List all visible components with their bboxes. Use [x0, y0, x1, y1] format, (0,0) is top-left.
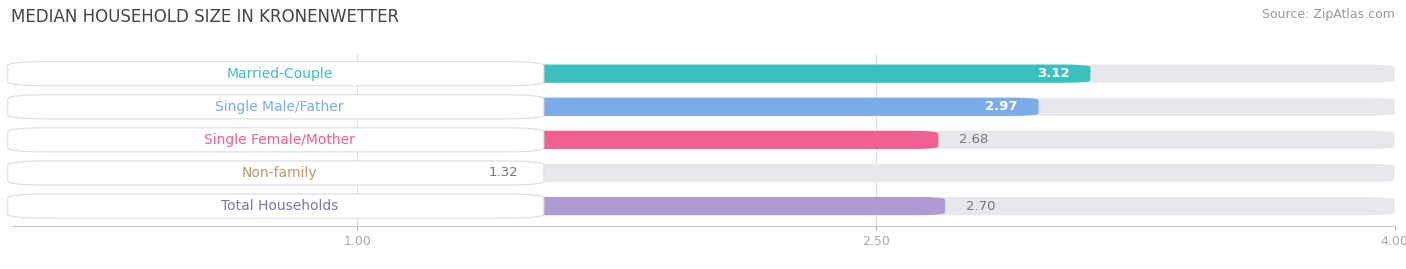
FancyBboxPatch shape: [8, 62, 544, 86]
Text: Single Female/Mother: Single Female/Mother: [204, 133, 354, 147]
FancyBboxPatch shape: [8, 194, 544, 218]
Text: 2.97: 2.97: [986, 100, 1018, 113]
FancyBboxPatch shape: [8, 95, 544, 119]
FancyBboxPatch shape: [11, 98, 1039, 116]
FancyBboxPatch shape: [11, 164, 1395, 182]
FancyBboxPatch shape: [11, 131, 938, 149]
Text: 2.70: 2.70: [966, 200, 995, 213]
FancyBboxPatch shape: [8, 161, 544, 185]
Text: Non-family: Non-family: [242, 166, 318, 180]
Text: Single Male/Father: Single Male/Father: [215, 100, 343, 114]
FancyBboxPatch shape: [11, 164, 468, 182]
FancyBboxPatch shape: [11, 98, 1395, 116]
FancyBboxPatch shape: [11, 65, 1091, 83]
Text: 1.32: 1.32: [488, 167, 519, 179]
Text: Married-Couple: Married-Couple: [226, 67, 332, 81]
FancyBboxPatch shape: [8, 128, 544, 152]
Text: Total Households: Total Households: [221, 199, 337, 213]
Text: 2.68: 2.68: [959, 133, 988, 146]
FancyBboxPatch shape: [11, 197, 1395, 215]
Text: Source: ZipAtlas.com: Source: ZipAtlas.com: [1261, 8, 1395, 21]
FancyBboxPatch shape: [11, 131, 1395, 149]
Text: 3.12: 3.12: [1038, 67, 1070, 80]
FancyBboxPatch shape: [11, 65, 1395, 83]
Text: MEDIAN HOUSEHOLD SIZE IN KRONENWETTER: MEDIAN HOUSEHOLD SIZE IN KRONENWETTER: [11, 8, 399, 26]
FancyBboxPatch shape: [11, 197, 945, 215]
